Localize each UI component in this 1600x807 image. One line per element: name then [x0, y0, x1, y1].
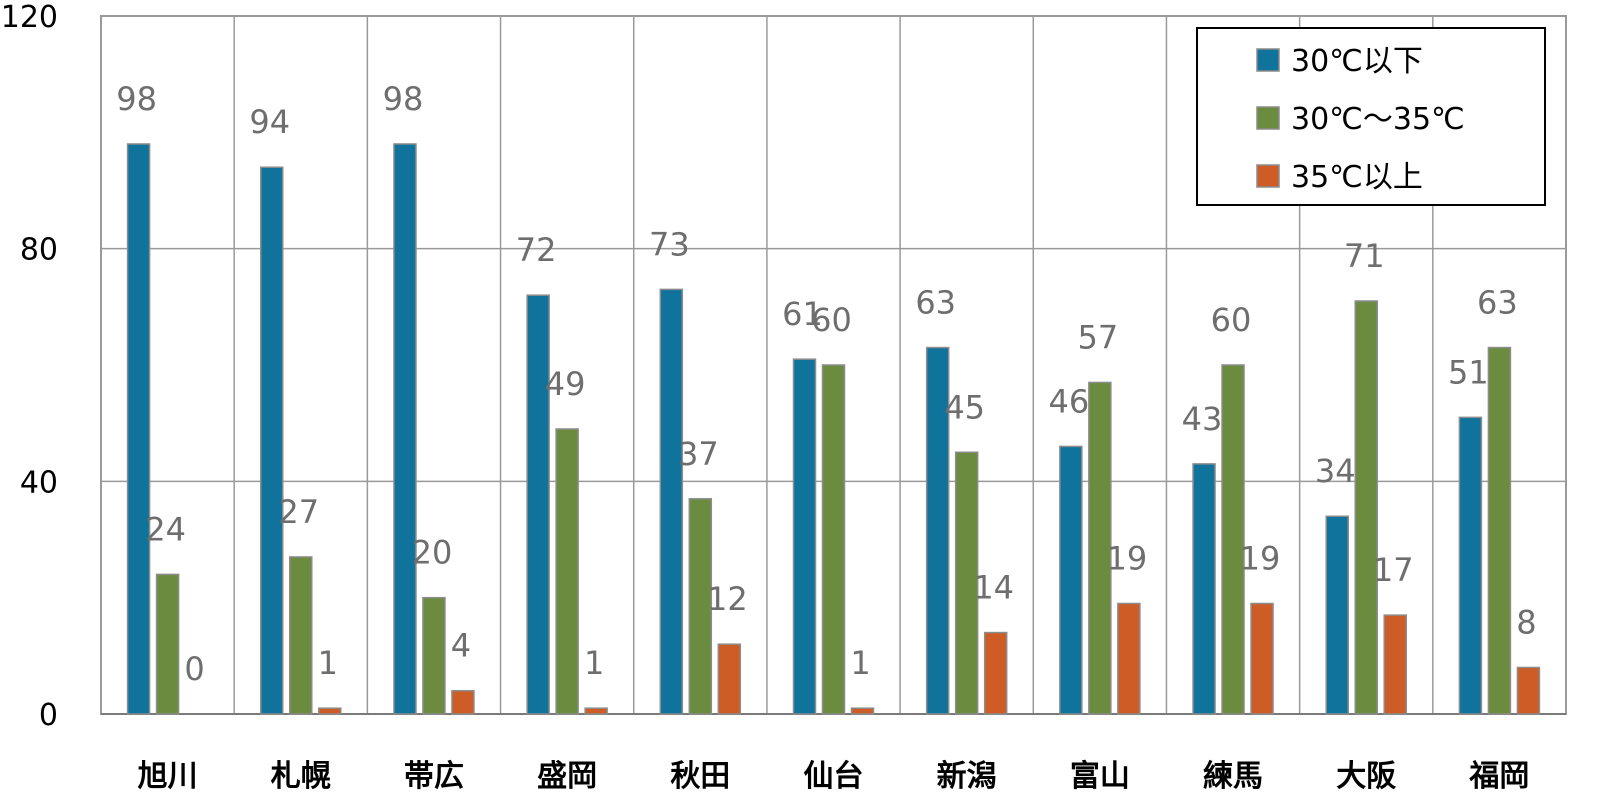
bar-2 [954, 451, 979, 715]
data-label: 1 [318, 644, 338, 682]
data-label: 24 [145, 510, 186, 548]
bar-2 [289, 556, 313, 715]
y-tick-label: 40 [20, 465, 58, 500]
data-label: 63 [1477, 284, 1518, 322]
legend: 30℃以下 30℃～35℃ 35℃以上 [1196, 27, 1546, 206]
bar-3 [451, 689, 475, 715]
bar-2 [688, 498, 713, 715]
bar-3 [717, 643, 742, 715]
data-label: 98 [116, 80, 157, 118]
legend-label: 30℃～35℃ [1291, 102, 1465, 137]
data-label: 61 [782, 295, 823, 333]
x-category-label: 盛岡 [537, 759, 597, 794]
bar-1 [659, 288, 684, 715]
bar-2 [1487, 346, 1512, 715]
bar-1 [1325, 515, 1349, 715]
bar-1 [393, 143, 417, 715]
bar-3 [1383, 614, 1407, 715]
x-category-label: 福岡 [1468, 759, 1529, 794]
x-category-label: 仙台 [804, 759, 864, 794]
data-label: 34 [1315, 452, 1356, 490]
bar-3 [584, 707, 608, 715]
bar-2 [1221, 364, 1245, 715]
data-label: 37 [678, 435, 719, 473]
bar-2 [555, 428, 579, 715]
data-label: 94 [249, 103, 290, 141]
bar-2 [1354, 300, 1378, 715]
data-label: 63 [915, 284, 956, 322]
bar-3 [318, 707, 342, 715]
x-category-label: 新潟 [937, 759, 997, 794]
data-label: 14 [973, 569, 1014, 607]
x-category-label: 練馬 [1203, 759, 1263, 794]
data-label: 46 [1049, 382, 1090, 420]
y-tick-label: 80 [20, 233, 58, 268]
data-label: 71 [1344, 237, 1385, 275]
bar-1 [526, 294, 550, 715]
data-label: 20 [412, 534, 453, 572]
bar-1 [792, 358, 817, 715]
bar-1 [126, 143, 151, 715]
bar-1 [1192, 463, 1216, 715]
bar-3 [850, 707, 875, 715]
x-category-label: 大阪 [1336, 759, 1396, 794]
bar-3 [1250, 602, 1274, 715]
data-label: 1 [850, 644, 870, 682]
data-label: 60 [811, 301, 852, 339]
data-label: 12 [707, 580, 748, 618]
data-label: 8 [1516, 603, 1536, 641]
bar-2 [155, 573, 180, 715]
bar-2 [422, 596, 446, 715]
legend-label: 30℃以下 [1291, 44, 1423, 79]
bar-marks [126, 143, 1541, 715]
data-label: 73 [649, 225, 690, 263]
x-category-label: 札幌 [271, 759, 331, 794]
data-label: 17 [1373, 551, 1414, 589]
bar-1 [925, 346, 950, 715]
y-tick-label: 0 [39, 698, 58, 733]
legend-swatch [1256, 48, 1280, 72]
x-category-label: 秋田 [670, 759, 730, 794]
y-axis-ticks: 0 40 80 120 [1, 0, 58, 733]
bar-3 [1516, 666, 1541, 715]
x-category-label: 旭川 [138, 759, 198, 794]
data-label: 98 [383, 80, 424, 118]
y-tick-label: 120 [1, 0, 58, 35]
x-category-label: 富山 [1070, 759, 1130, 794]
data-label: 72 [516, 231, 557, 269]
data-labels: 98 94 98 72 73 61 63 46 43 34 51 24 27 20 49 37 60 45 57 60… [116, 80, 1536, 688]
data-label: 57 [1078, 318, 1119, 356]
x-category-label: 帯広 [404, 759, 464, 794]
bar-1 [260, 166, 284, 715]
data-label: 19 [1107, 539, 1148, 577]
bar-3 [1117, 602, 1141, 715]
legend-swatch [1256, 106, 1280, 130]
data-label: 27 [278, 493, 319, 531]
x-axis-categories: 旭川 札幌 帯広 盛岡 秋田 仙台 新潟 富山 練馬 大阪 福岡 [138, 759, 1530, 794]
legend-swatch [1256, 164, 1280, 188]
data-label: 45 [944, 388, 985, 426]
bar-1 [1458, 416, 1483, 715]
data-label: 1 [584, 644, 604, 682]
data-label: 19 [1240, 539, 1281, 577]
legend-label: 35℃以上 [1291, 160, 1423, 195]
data-label: 51 [1448, 353, 1489, 391]
bar-1 [1059, 445, 1083, 715]
bar-2 [1088, 381, 1112, 715]
legend-box [1196, 27, 1546, 206]
data-label: 49 [545, 365, 586, 403]
data-label: 4 [451, 627, 471, 665]
data-label: 43 [1182, 400, 1223, 438]
bar-3 [983, 631, 1008, 715]
data-label: 0 [184, 650, 204, 688]
data-label: 60 [1211, 301, 1252, 339]
bar-2 [821, 364, 846, 715]
